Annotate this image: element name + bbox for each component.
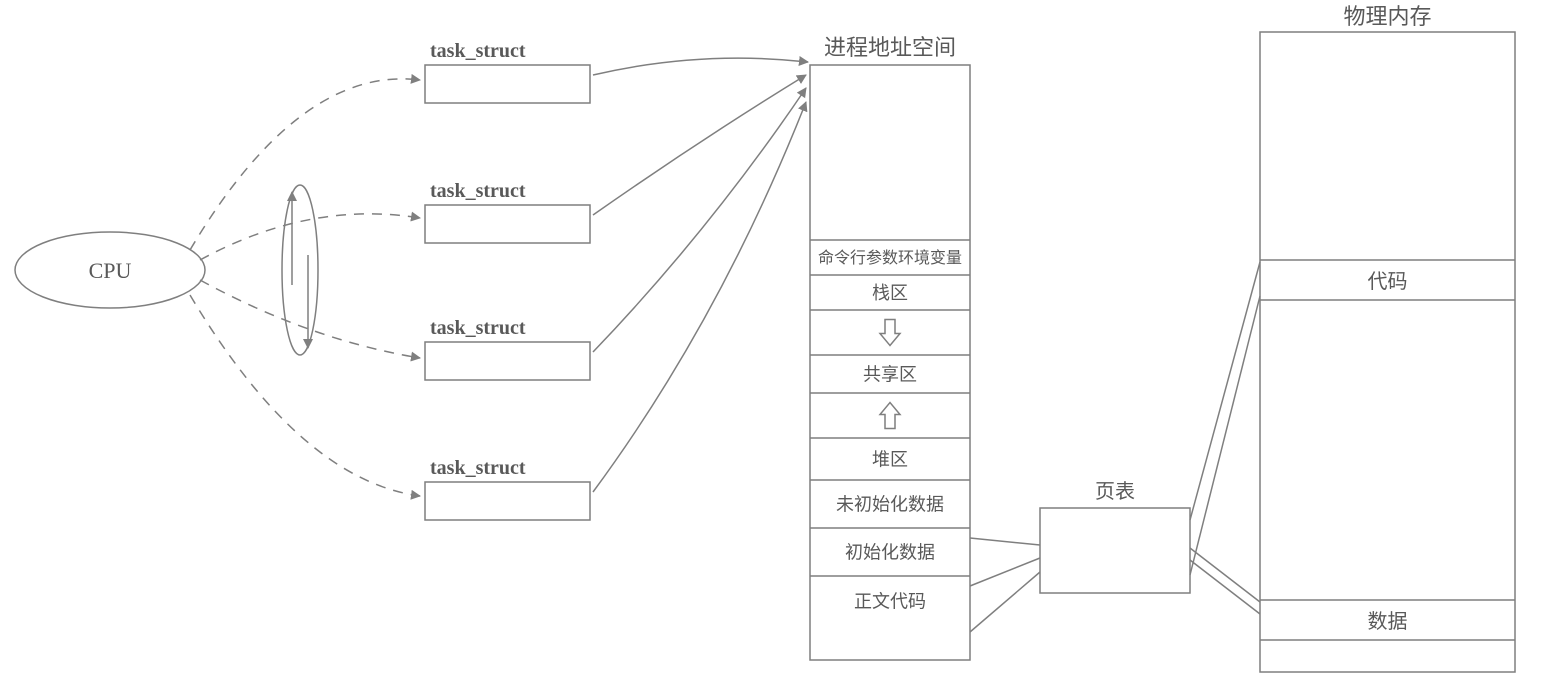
scheduler-ellipse <box>282 185 318 355</box>
task-struct-box <box>425 342 590 380</box>
phys-mem-title: 物理内存 <box>1343 4 1431 29</box>
edge-task-as <box>593 58 808 75</box>
task-struct-label: task_struct <box>430 317 526 339</box>
phys-mem-box <box>1260 32 1515 672</box>
address-space-box <box>810 65 970 660</box>
edge-task-as <box>593 75 806 215</box>
as-row-label: 正文代码 <box>854 591 926 611</box>
edge-pt-pm <box>1190 560 1260 614</box>
as-row-label: 堆区 <box>872 449 908 469</box>
as-row-label: 初始化数据 <box>845 542 935 562</box>
task-struct-label: task_struct <box>430 180 526 202</box>
page-table-title: 页表 <box>1095 480 1135 503</box>
address-space-title: 进程地址空间 <box>824 35 956 60</box>
block-arrow-down-icon <box>880 320 900 346</box>
pm-data-label: 数据 <box>1368 610 1408 633</box>
cpu-label: CPU <box>89 258 132 283</box>
as-row-label: 命令行参数环境变量 <box>818 248 962 267</box>
task-struct-label: task_struct <box>430 40 526 62</box>
block-arrow-up-icon <box>880 403 900 429</box>
as-row-label: 共享区 <box>863 364 917 384</box>
edge-cpu-task <box>200 280 420 358</box>
diagram-canvas: CPUtask_structtask_structtask_structtask… <box>0 0 1545 683</box>
edge-task-as <box>593 102 806 492</box>
pm-code-label: 代码 <box>1368 270 1408 293</box>
edge-cpu-task <box>200 214 420 260</box>
task-struct-box <box>425 205 590 243</box>
task-struct-box <box>425 482 590 520</box>
edge-task-as <box>593 88 806 352</box>
task-struct-box <box>425 65 590 103</box>
as-row-label: 未初始化数据 <box>836 494 944 514</box>
edge-cpu-task <box>190 79 420 250</box>
task-struct-label: task_struct <box>430 457 526 479</box>
edge-pt-pm <box>1190 548 1260 602</box>
as-row-label: 栈区 <box>872 283 908 303</box>
edge-pt-pm <box>1190 262 1260 520</box>
edge-cpu-task <box>190 295 420 496</box>
edge-as-pt <box>970 538 1040 545</box>
edge-pt-pm <box>1190 296 1260 575</box>
page-table-box <box>1040 508 1190 593</box>
